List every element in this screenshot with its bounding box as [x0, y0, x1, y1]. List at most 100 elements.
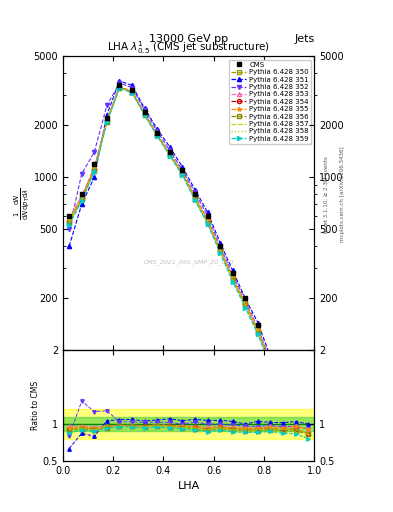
Pythia 6.428 353	[193, 193, 197, 199]
Pythia 6.428 351	[243, 295, 248, 302]
Pythia 6.428 353	[117, 83, 122, 90]
CMS	[255, 322, 260, 328]
Pythia 6.428 351	[67, 243, 72, 249]
Pythia 6.428 356	[193, 196, 197, 202]
Line: Pythia 6.428 352: Pythia 6.428 352	[67, 81, 310, 500]
Bar	[63, 409, 314, 439]
Pythia 6.428 355	[268, 359, 273, 365]
Pythia 6.428 356	[306, 501, 310, 507]
Pythia 6.428 359	[167, 153, 172, 159]
Pythia 6.428 352	[155, 128, 160, 134]
Pythia 6.428 357	[306, 501, 310, 507]
Pythia 6.428 352	[218, 243, 222, 249]
Pythia 6.428 351	[193, 186, 197, 193]
X-axis label: LHA: LHA	[178, 481, 200, 491]
Pythia 6.428 352	[142, 107, 147, 113]
Pythia 6.428 359	[92, 168, 97, 175]
Pythia 6.428 355	[306, 495, 310, 501]
Pythia 6.428 351	[255, 319, 260, 326]
Line: Pythia 6.428 358: Pythia 6.428 358	[69, 88, 308, 510]
Pythia 6.428 353	[130, 88, 134, 94]
Pythia 6.428 353	[92, 164, 97, 170]
Line: Pythia 6.428 357: Pythia 6.428 357	[69, 88, 308, 504]
CMS	[193, 191, 197, 197]
Pythia 6.428 355	[218, 246, 222, 252]
Pythia 6.428 358	[281, 401, 285, 407]
Pythia 6.428 351	[130, 82, 134, 89]
Pythia 6.428 357	[105, 118, 109, 124]
Pythia 6.428 354	[180, 170, 185, 176]
Pythia 6.428 352	[243, 297, 248, 303]
Pythia 6.428 359	[293, 449, 298, 455]
Pythia 6.428 352	[105, 102, 109, 109]
Pythia 6.428 359	[180, 172, 185, 178]
Pythia 6.428 355	[255, 327, 260, 333]
Pythia 6.428 358	[117, 84, 122, 91]
Text: Jets: Jets	[294, 33, 314, 44]
Pythia 6.428 356	[180, 171, 185, 177]
Pythia 6.428 355	[281, 397, 285, 403]
Pythia 6.428 354	[142, 111, 147, 117]
Pythia 6.428 356	[155, 133, 160, 139]
Pythia 6.428 359	[117, 85, 122, 91]
Pythia 6.428 359	[205, 221, 210, 227]
Pythia 6.428 359	[130, 90, 134, 96]
Pythia 6.428 353	[180, 169, 185, 175]
Pythia 6.428 357	[193, 196, 197, 202]
Pythia 6.428 354	[105, 118, 109, 124]
Pythia 6.428 354	[293, 443, 298, 450]
Pythia 6.428 357	[79, 196, 84, 202]
Pythia 6.428 357	[268, 360, 273, 367]
Pythia 6.428 350	[306, 501, 310, 507]
Pythia 6.428 350	[268, 359, 273, 366]
Pythia 6.428 353	[243, 299, 248, 305]
Pythia 6.428 350	[167, 152, 172, 158]
Pythia 6.428 356	[205, 220, 210, 226]
Pythia 6.428 359	[268, 363, 273, 369]
Pythia 6.428 350	[230, 275, 235, 282]
Pythia 6.428 353	[67, 215, 72, 221]
CMS	[268, 355, 273, 361]
Pythia 6.428 358	[130, 90, 134, 96]
CMS	[281, 392, 285, 398]
Pythia 6.428 352	[230, 271, 235, 278]
Pythia 6.428 351	[117, 78, 122, 84]
Line: Pythia 6.428 359: Pythia 6.428 359	[67, 86, 310, 512]
Pythia 6.428 354	[218, 247, 222, 253]
Pythia 6.428 358	[79, 197, 84, 203]
Pythia 6.428 353	[142, 110, 147, 116]
Pythia 6.428 359	[142, 112, 147, 118]
Pythia 6.428 357	[255, 328, 260, 334]
Pythia 6.428 356	[130, 89, 134, 95]
Pythia 6.428 359	[281, 402, 285, 409]
CMS	[142, 109, 147, 115]
Pythia 6.428 351	[281, 391, 285, 397]
Pythia 6.428 358	[142, 112, 147, 118]
Pythia 6.428 357	[218, 247, 222, 253]
CMS	[167, 149, 172, 155]
Pythia 6.428 352	[293, 440, 298, 446]
Pythia 6.428 353	[281, 397, 285, 403]
Pythia 6.428 357	[180, 170, 185, 177]
Pythia 6.428 352	[117, 80, 122, 86]
Pythia 6.428 350	[243, 301, 248, 307]
CMS	[67, 212, 72, 219]
Pythia 6.428 350	[193, 196, 197, 202]
Pythia 6.428 356	[117, 84, 122, 91]
Pythia 6.428 358	[67, 221, 72, 227]
Pythia 6.428 354	[79, 195, 84, 201]
Text: CMS_2021_PAS_SMP_20_010: CMS_2021_PAS_SMP_20_010	[143, 260, 234, 265]
Pythia 6.428 355	[167, 151, 172, 157]
Pythia 6.428 359	[79, 198, 84, 204]
Pythia 6.428 358	[105, 119, 109, 125]
Pythia 6.428 359	[306, 507, 310, 512]
Pythia 6.428 351	[293, 436, 298, 442]
Pythia 6.428 354	[167, 151, 172, 157]
Pythia 6.428 357	[155, 132, 160, 138]
Pythia 6.428 355	[205, 217, 210, 223]
CMS	[205, 212, 210, 219]
Pythia 6.428 354	[155, 132, 160, 138]
Pythia 6.428 358	[268, 362, 273, 369]
Pythia 6.428 354	[67, 218, 72, 224]
Pythia 6.428 353	[230, 273, 235, 280]
